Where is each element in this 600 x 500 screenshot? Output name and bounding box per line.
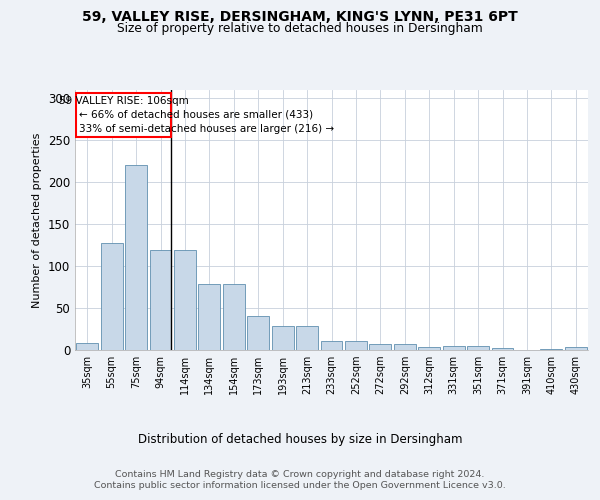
Bar [296,326,318,350]
Bar [491,348,514,350]
Bar [125,166,147,350]
Text: Contains HM Land Registry data © Crown copyright and database right 2024.: Contains HM Land Registry data © Crown c… [115,470,485,479]
Bar [174,250,196,350]
Text: 59, VALLEY RISE, DERSINGHAM, KING'S LYNN, PE31 6PT: 59, VALLEY RISE, DERSINGHAM, KING'S LYNN… [82,10,518,24]
Text: Contains public sector information licensed under the Open Government Licence v3: Contains public sector information licen… [94,481,506,490]
Bar [345,341,367,350]
Bar [101,244,122,350]
Bar [565,348,587,350]
Bar [199,284,220,350]
Bar [394,344,416,350]
Bar [541,349,562,350]
Bar [320,341,343,350]
Bar [370,344,391,350]
Bar [247,316,269,350]
Bar [467,346,489,350]
Text: 59 VALLEY RISE: 106sqm: 59 VALLEY RISE: 106sqm [59,96,188,106]
Text: Size of property relative to detached houses in Dersingham: Size of property relative to detached ho… [117,22,483,35]
Bar [149,250,172,350]
Bar [223,284,245,350]
Text: 33% of semi-detached houses are larger (216) →: 33% of semi-detached houses are larger (… [79,124,334,134]
Text: ← 66% of detached houses are smaller (433): ← 66% of detached houses are smaller (43… [79,110,313,120]
Bar [443,346,464,350]
Y-axis label: Number of detached properties: Number of detached properties [32,132,43,308]
Text: Distribution of detached houses by size in Dersingham: Distribution of detached houses by size … [138,432,462,446]
Bar [272,326,293,350]
Bar [76,344,98,350]
FancyBboxPatch shape [76,92,171,137]
Bar [418,346,440,350]
